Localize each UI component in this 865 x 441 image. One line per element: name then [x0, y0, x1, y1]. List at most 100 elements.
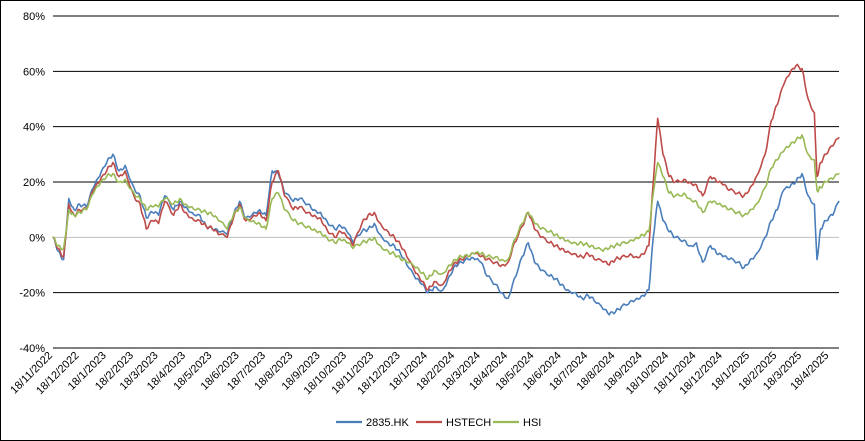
data-point — [657, 117, 659, 119]
data-point — [319, 231, 322, 233]
data-point — [807, 153, 809, 155]
data-point — [191, 206, 193, 208]
data-point — [133, 186, 135, 189]
data-point — [185, 206, 187, 208]
data-point — [743, 267, 745, 269]
data-point — [764, 236, 766, 238]
data-point — [454, 258, 456, 261]
data-point — [367, 214, 369, 216]
data-point — [701, 261, 704, 263]
data-point — [689, 198, 691, 200]
data-point — [361, 222, 363, 225]
data-point — [480, 261, 482, 263]
series-line — [52, 63, 840, 291]
data-point — [776, 159, 778, 161]
data-point — [709, 175, 712, 178]
data-point — [118, 175, 120, 178]
data-point — [283, 209, 286, 211]
data-point — [361, 242, 363, 244]
data-point — [789, 73, 791, 75]
data-point — [782, 150, 785, 153]
data-point — [807, 195, 809, 197]
data-point — [326, 236, 328, 238]
data-point — [112, 162, 114, 164]
data-point — [567, 250, 569, 252]
data-point — [602, 308, 604, 310]
data-point — [387, 231, 389, 233]
data-point — [722, 206, 724, 208]
data-point — [191, 217, 193, 219]
data-point — [770, 167, 772, 169]
data-point — [292, 209, 294, 211]
data-point — [527, 242, 529, 244]
data-point — [211, 228, 213, 230]
data-point — [340, 231, 342, 233]
data-point — [501, 264, 503, 266]
data-point — [533, 261, 536, 263]
data-point — [825, 153, 827, 155]
gridlines — [53, 15, 839, 349]
data-point — [139, 203, 141, 205]
data-point — [716, 203, 718, 205]
data-point — [406, 264, 408, 266]
data-point — [652, 192, 654, 194]
data-point — [832, 145, 834, 147]
data-point — [415, 278, 417, 280]
data-point — [112, 153, 114, 155]
data-point — [433, 269, 435, 272]
data-point — [151, 211, 154, 214]
data-point — [593, 258, 595, 261]
data-point — [581, 242, 583, 244]
data-point — [795, 181, 797, 183]
data-point — [326, 228, 328, 230]
data-point — [635, 256, 638, 258]
data-point — [614, 245, 617, 247]
data-point — [106, 162, 108, 164]
data-point — [813, 112, 815, 114]
data-point — [722, 256, 724, 258]
data-point — [540, 269, 542, 272]
data-point — [674, 195, 676, 197]
data-point — [238, 206, 241, 208]
data-point — [486, 258, 488, 261]
data-point — [513, 239, 515, 241]
data-point — [728, 189, 730, 191]
data-point — [379, 245, 382, 247]
data-point — [838, 173, 840, 175]
y-tick-label: 0% — [29, 232, 45, 244]
data-point — [608, 264, 610, 266]
data-point — [158, 214, 160, 216]
data-point — [145, 209, 147, 211]
data-point — [819, 186, 822, 189]
data-point — [253, 214, 255, 216]
data-point — [567, 289, 569, 291]
data-point — [448, 275, 450, 277]
data-point — [755, 253, 757, 255]
data-point — [743, 214, 745, 216]
data-point — [737, 192, 739, 194]
data-point — [695, 184, 698, 186]
data-point — [722, 184, 724, 186]
data-point — [78, 203, 81, 205]
data-point — [642, 294, 644, 297]
data-point — [743, 195, 745, 197]
data-point — [379, 233, 382, 236]
data-point — [554, 233, 557, 236]
data-point — [540, 236, 542, 238]
series-line — [52, 134, 840, 281]
data-point — [548, 231, 551, 233]
data-point — [813, 159, 815, 161]
data-point — [749, 209, 751, 211]
y-tick-label: 40% — [23, 122, 45, 134]
data-point — [448, 269, 450, 272]
data-point — [442, 283, 444, 285]
data-point — [99, 184, 101, 186]
data-point — [271, 170, 273, 172]
data-point — [668, 175, 670, 178]
data-point — [205, 211, 207, 214]
data-point — [657, 200, 659, 202]
data-point — [124, 164, 126, 166]
data-point — [674, 236, 676, 238]
data-point — [124, 178, 126, 180]
data-point — [57, 247, 59, 249]
